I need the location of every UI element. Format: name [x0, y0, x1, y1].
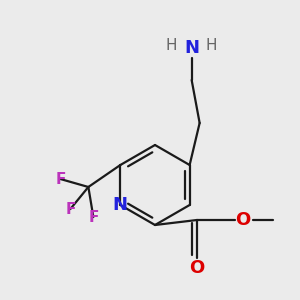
Text: O: O: [236, 211, 250, 229]
Text: O: O: [189, 259, 205, 277]
Text: F: F: [55, 172, 65, 187]
Text: H: H: [166, 38, 177, 52]
Text: N: N: [113, 196, 128, 214]
Text: N: N: [184, 39, 199, 57]
Text: H: H: [206, 38, 218, 52]
Text: F: F: [88, 209, 98, 224]
Text: F: F: [65, 202, 76, 217]
